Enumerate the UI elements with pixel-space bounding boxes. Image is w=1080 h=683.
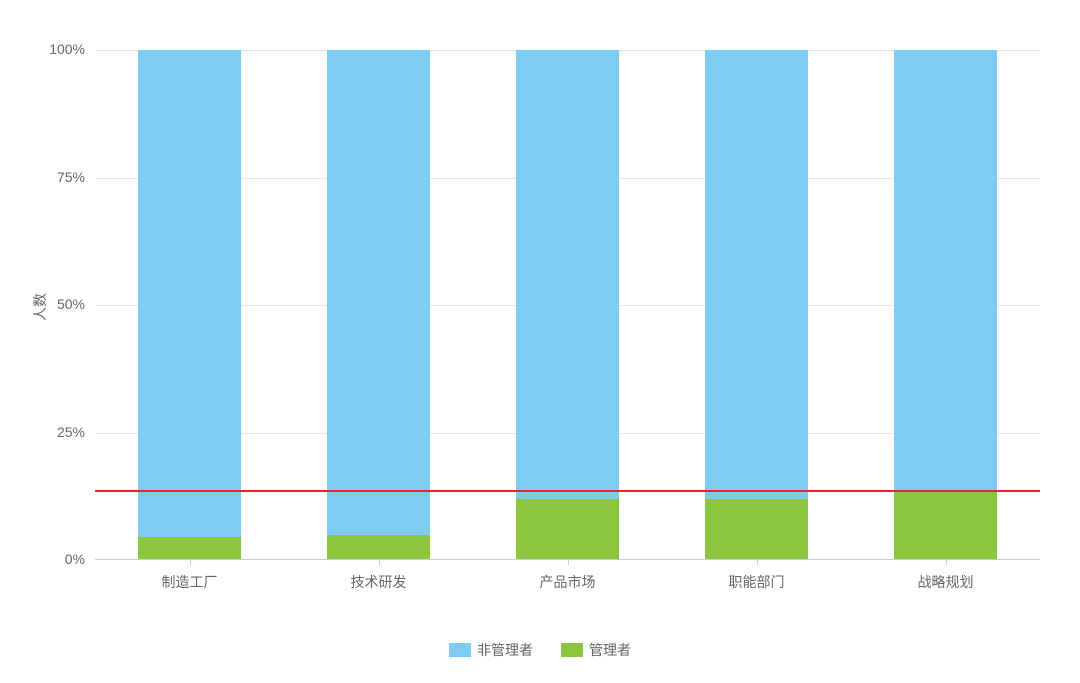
y-tick-label: 50%	[25, 296, 85, 312]
x-tick	[757, 560, 758, 565]
x-tick-label: 战略规划	[918, 572, 974, 592]
bar-segment-manager	[894, 491, 998, 560]
bar-segment-non_manager	[138, 50, 242, 537]
bar-segment-non_manager	[516, 50, 620, 499]
x-axis-line	[95, 559, 1040, 560]
bar-group	[327, 50, 431, 560]
y-tick-label: 25%	[25, 424, 85, 440]
reference-line	[95, 490, 1040, 492]
y-tick-label: 75%	[25, 169, 85, 185]
legend-swatch	[561, 643, 583, 657]
x-tick	[568, 560, 569, 565]
bar-group	[894, 50, 998, 560]
legend-label: 管理者	[589, 640, 631, 660]
bar-segment-manager	[327, 535, 431, 561]
bar-group	[516, 50, 620, 560]
y-tick-label: 100%	[25, 41, 85, 57]
legend-swatch	[449, 643, 471, 657]
legend: 非管理者 管理者	[0, 640, 1080, 662]
x-tick	[946, 560, 947, 565]
x-tick-label: 职能部门	[729, 572, 785, 592]
legend-item-non_manager[interactable]: 非管理者	[449, 640, 533, 660]
bar-segment-non_manager	[894, 50, 998, 491]
x-tick	[379, 560, 380, 565]
x-tick	[190, 560, 191, 565]
bar-segment-non_manager	[705, 50, 809, 499]
bar-segment-manager	[138, 537, 242, 560]
plot-area	[95, 50, 1040, 560]
bar-segment-manager	[516, 499, 620, 560]
x-tick-label: 技术研发	[351, 572, 407, 592]
y-tick-label: 0%	[25, 551, 85, 567]
chart-container: 人数 0%25%50%75%100% 制造工厂技术研发产品市场职能部门战略规划 …	[0, 0, 1080, 683]
bar-segment-manager	[705, 499, 809, 560]
x-tick-label: 产品市场	[540, 572, 596, 592]
legend-label: 非管理者	[477, 640, 533, 660]
bar-segment-non_manager	[327, 50, 431, 535]
legend-item-manager[interactable]: 管理者	[561, 640, 631, 660]
bar-group	[705, 50, 809, 560]
bar-group	[138, 50, 242, 560]
x-tick-label: 制造工厂	[162, 572, 218, 592]
